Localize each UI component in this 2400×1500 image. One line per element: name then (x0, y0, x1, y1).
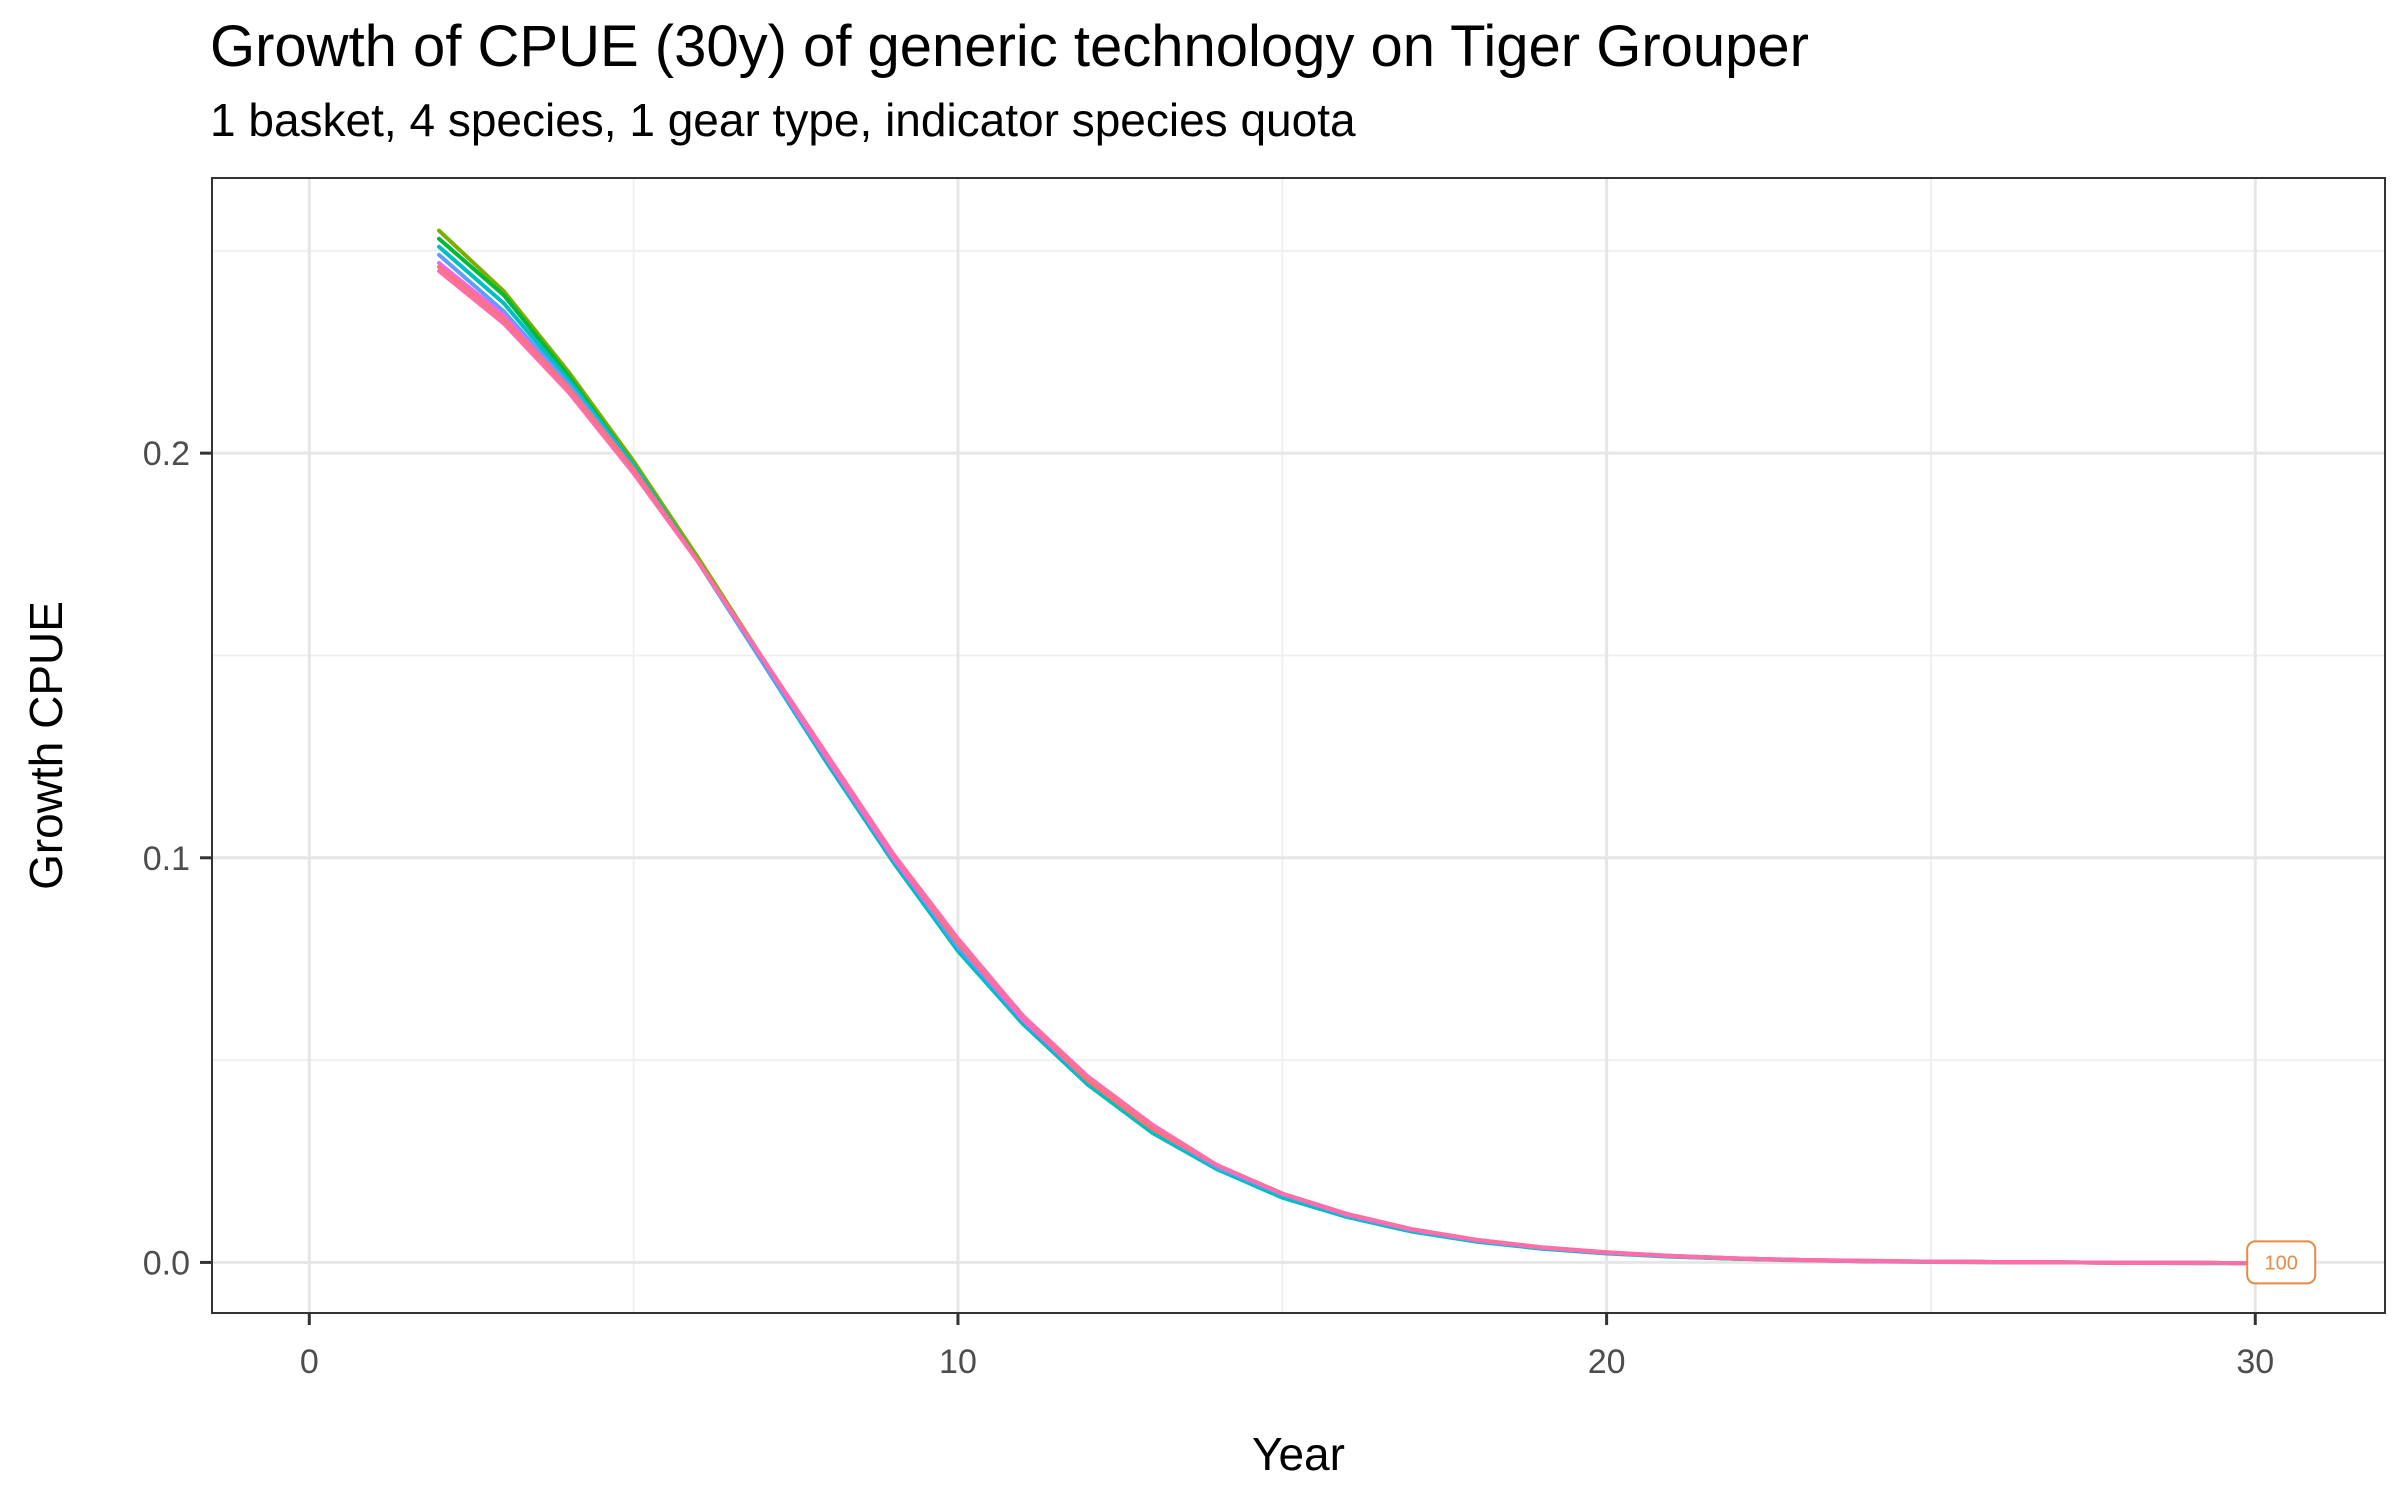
x-tick-label: 10 (939, 1343, 977, 1381)
chart-subtitle: 1 basket, 4 species, 1 gear type, indica… (210, 94, 1356, 146)
end-labels: 100 (2246, 1240, 2317, 1285)
series-line-7 (437, 269, 2258, 1266)
grid-lines (212, 178, 2385, 1313)
x-tick-label: 0 (300, 1343, 319, 1381)
end-label-text: 100 (2265, 1252, 2298, 1274)
series-line-1 (437, 228, 2258, 1266)
x-tick-label: 30 (2236, 1343, 2274, 1381)
y-tick-label: 0.2 (143, 435, 190, 473)
x-tick-label: 20 (1588, 1343, 1626, 1381)
series-line-5 (437, 261, 2258, 1266)
series-line-6 (437, 265, 2258, 1266)
y-tick-label: 0.0 (143, 1244, 190, 1282)
end-label-100: 100 (2246, 1240, 2317, 1285)
series-lines (437, 228, 2258, 1266)
series-line-3 (437, 244, 2258, 1266)
axis-ticks: 0 10 20 30 0.0 0.1 0.2 (143, 435, 2274, 1381)
end-label-box (2246, 1240, 2317, 1285)
chart-title: Growth of CPUE (30y) of generic technolo… (210, 14, 1809, 79)
y-tick-label: 0.1 (143, 840, 190, 878)
series-line-4 (437, 252, 2258, 1266)
x-axis-title: Year (1252, 1428, 1345, 1480)
y-axis-title: Growth CPUE (20, 601, 72, 890)
series-line-2 (437, 236, 2258, 1266)
plot-panel-border (211, 177, 2386, 1314)
